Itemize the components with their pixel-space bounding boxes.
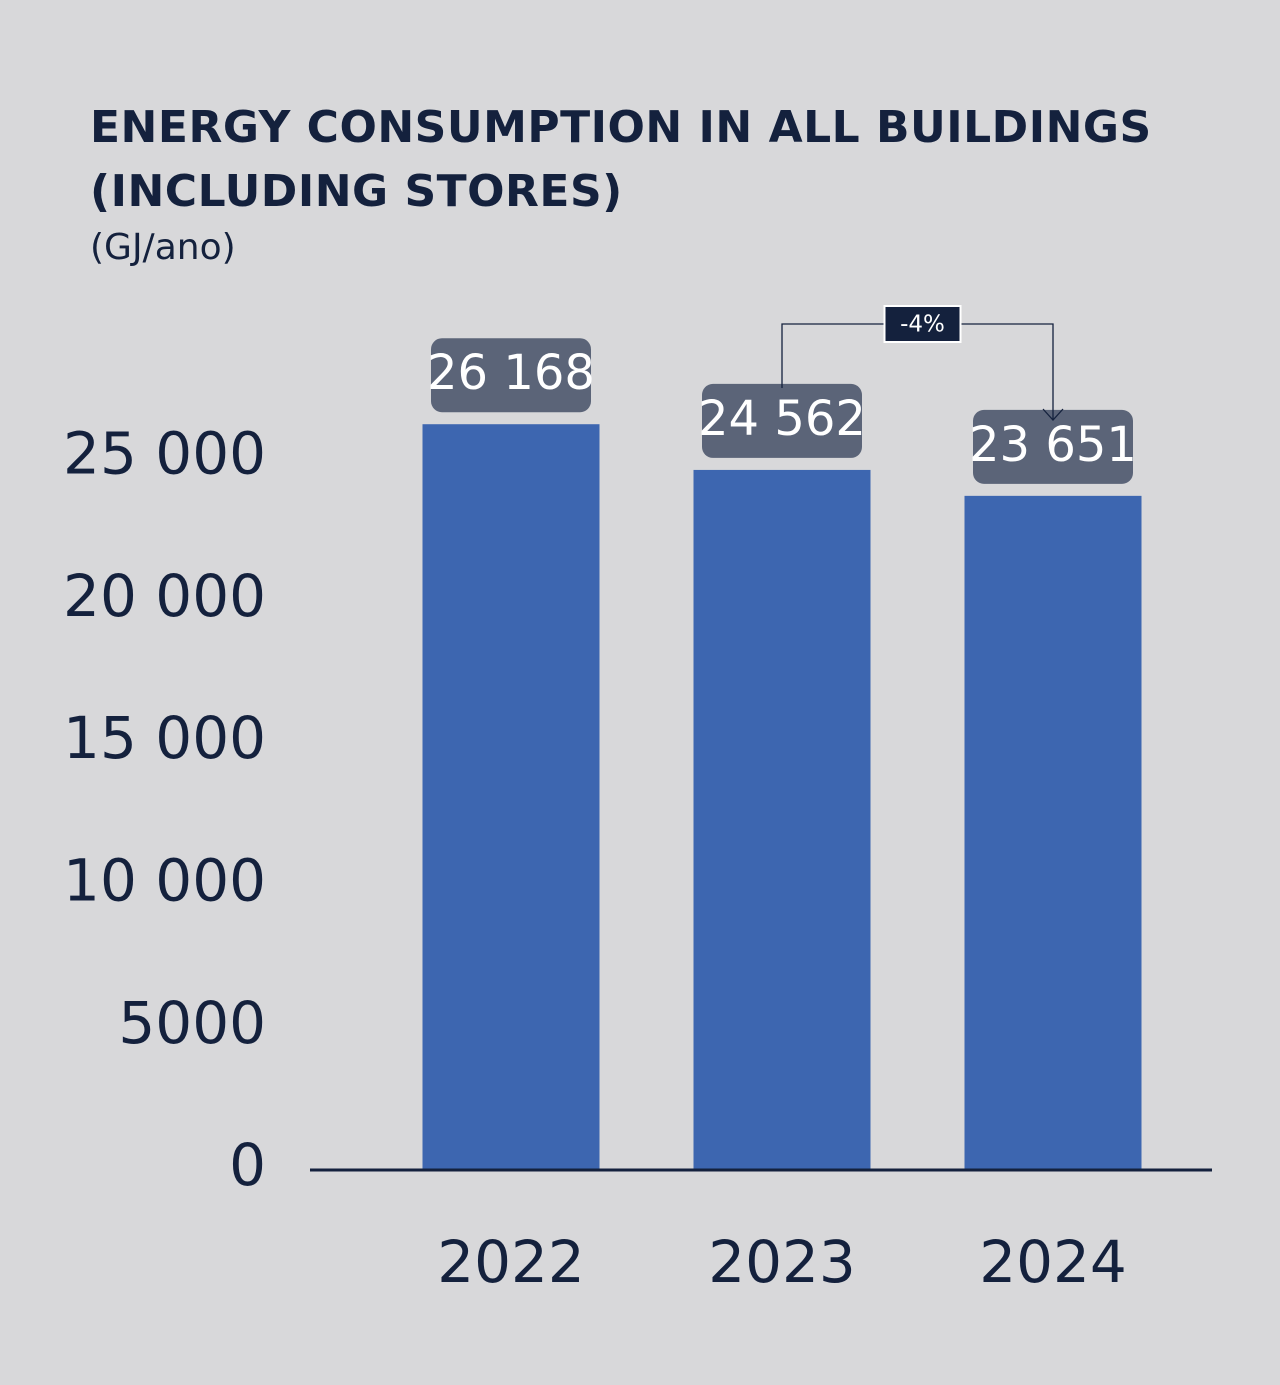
value-label-2024: 23 651 <box>969 417 1137 473</box>
value-labels-layer: 26 168 24 562 23 651 <box>427 338 1137 484</box>
value-label-2022: 26 168 <box>427 345 595 401</box>
change-annotation: -4% <box>781 305 1064 421</box>
value-label-box-2023 <box>702 383 862 458</box>
change-label: -4% <box>900 312 945 338</box>
bar-2022 <box>422 424 600 1169</box>
y-tick-label-10000: 10 000 <box>63 846 266 914</box>
y-tick-label-5000: 5000 <box>118 989 266 1057</box>
x-tick-label-2024: 2024 <box>979 1228 1127 1296</box>
y-tick-label-20000: 20 000 <box>63 562 266 630</box>
chart-title: ENERGY CONSUMPTION IN ALL BUILDINGS (INC… <box>90 102 1152 217</box>
change-label-box <box>883 305 962 343</box>
y-tick-label-0: 0 <box>229 1131 266 1199</box>
x-tick-label-2023: 2023 <box>708 1228 856 1296</box>
y-tick-label-15000: 15 000 <box>63 704 266 772</box>
chart-subtitle: (GJ/ano) <box>90 227 236 268</box>
bars-layer <box>422 424 1142 1169</box>
y-tick-label-25000: 25 000 <box>63 420 266 488</box>
axis-layer: 25 000 20 000 15 000 10 000 5000 0 2022 2023 202… <box>63 420 1212 1296</box>
bar-2023 <box>693 469 871 1169</box>
value-label-2023: 24 562 <box>698 391 866 447</box>
bar-2024 <box>964 495 1142 1169</box>
x-tick-label-2022: 2022 <box>437 1228 585 1296</box>
value-label-box-2024 <box>973 409 1133 484</box>
value-label-box-2022 <box>431 338 591 413</box>
change-arrowhead <box>1042 408 1064 421</box>
